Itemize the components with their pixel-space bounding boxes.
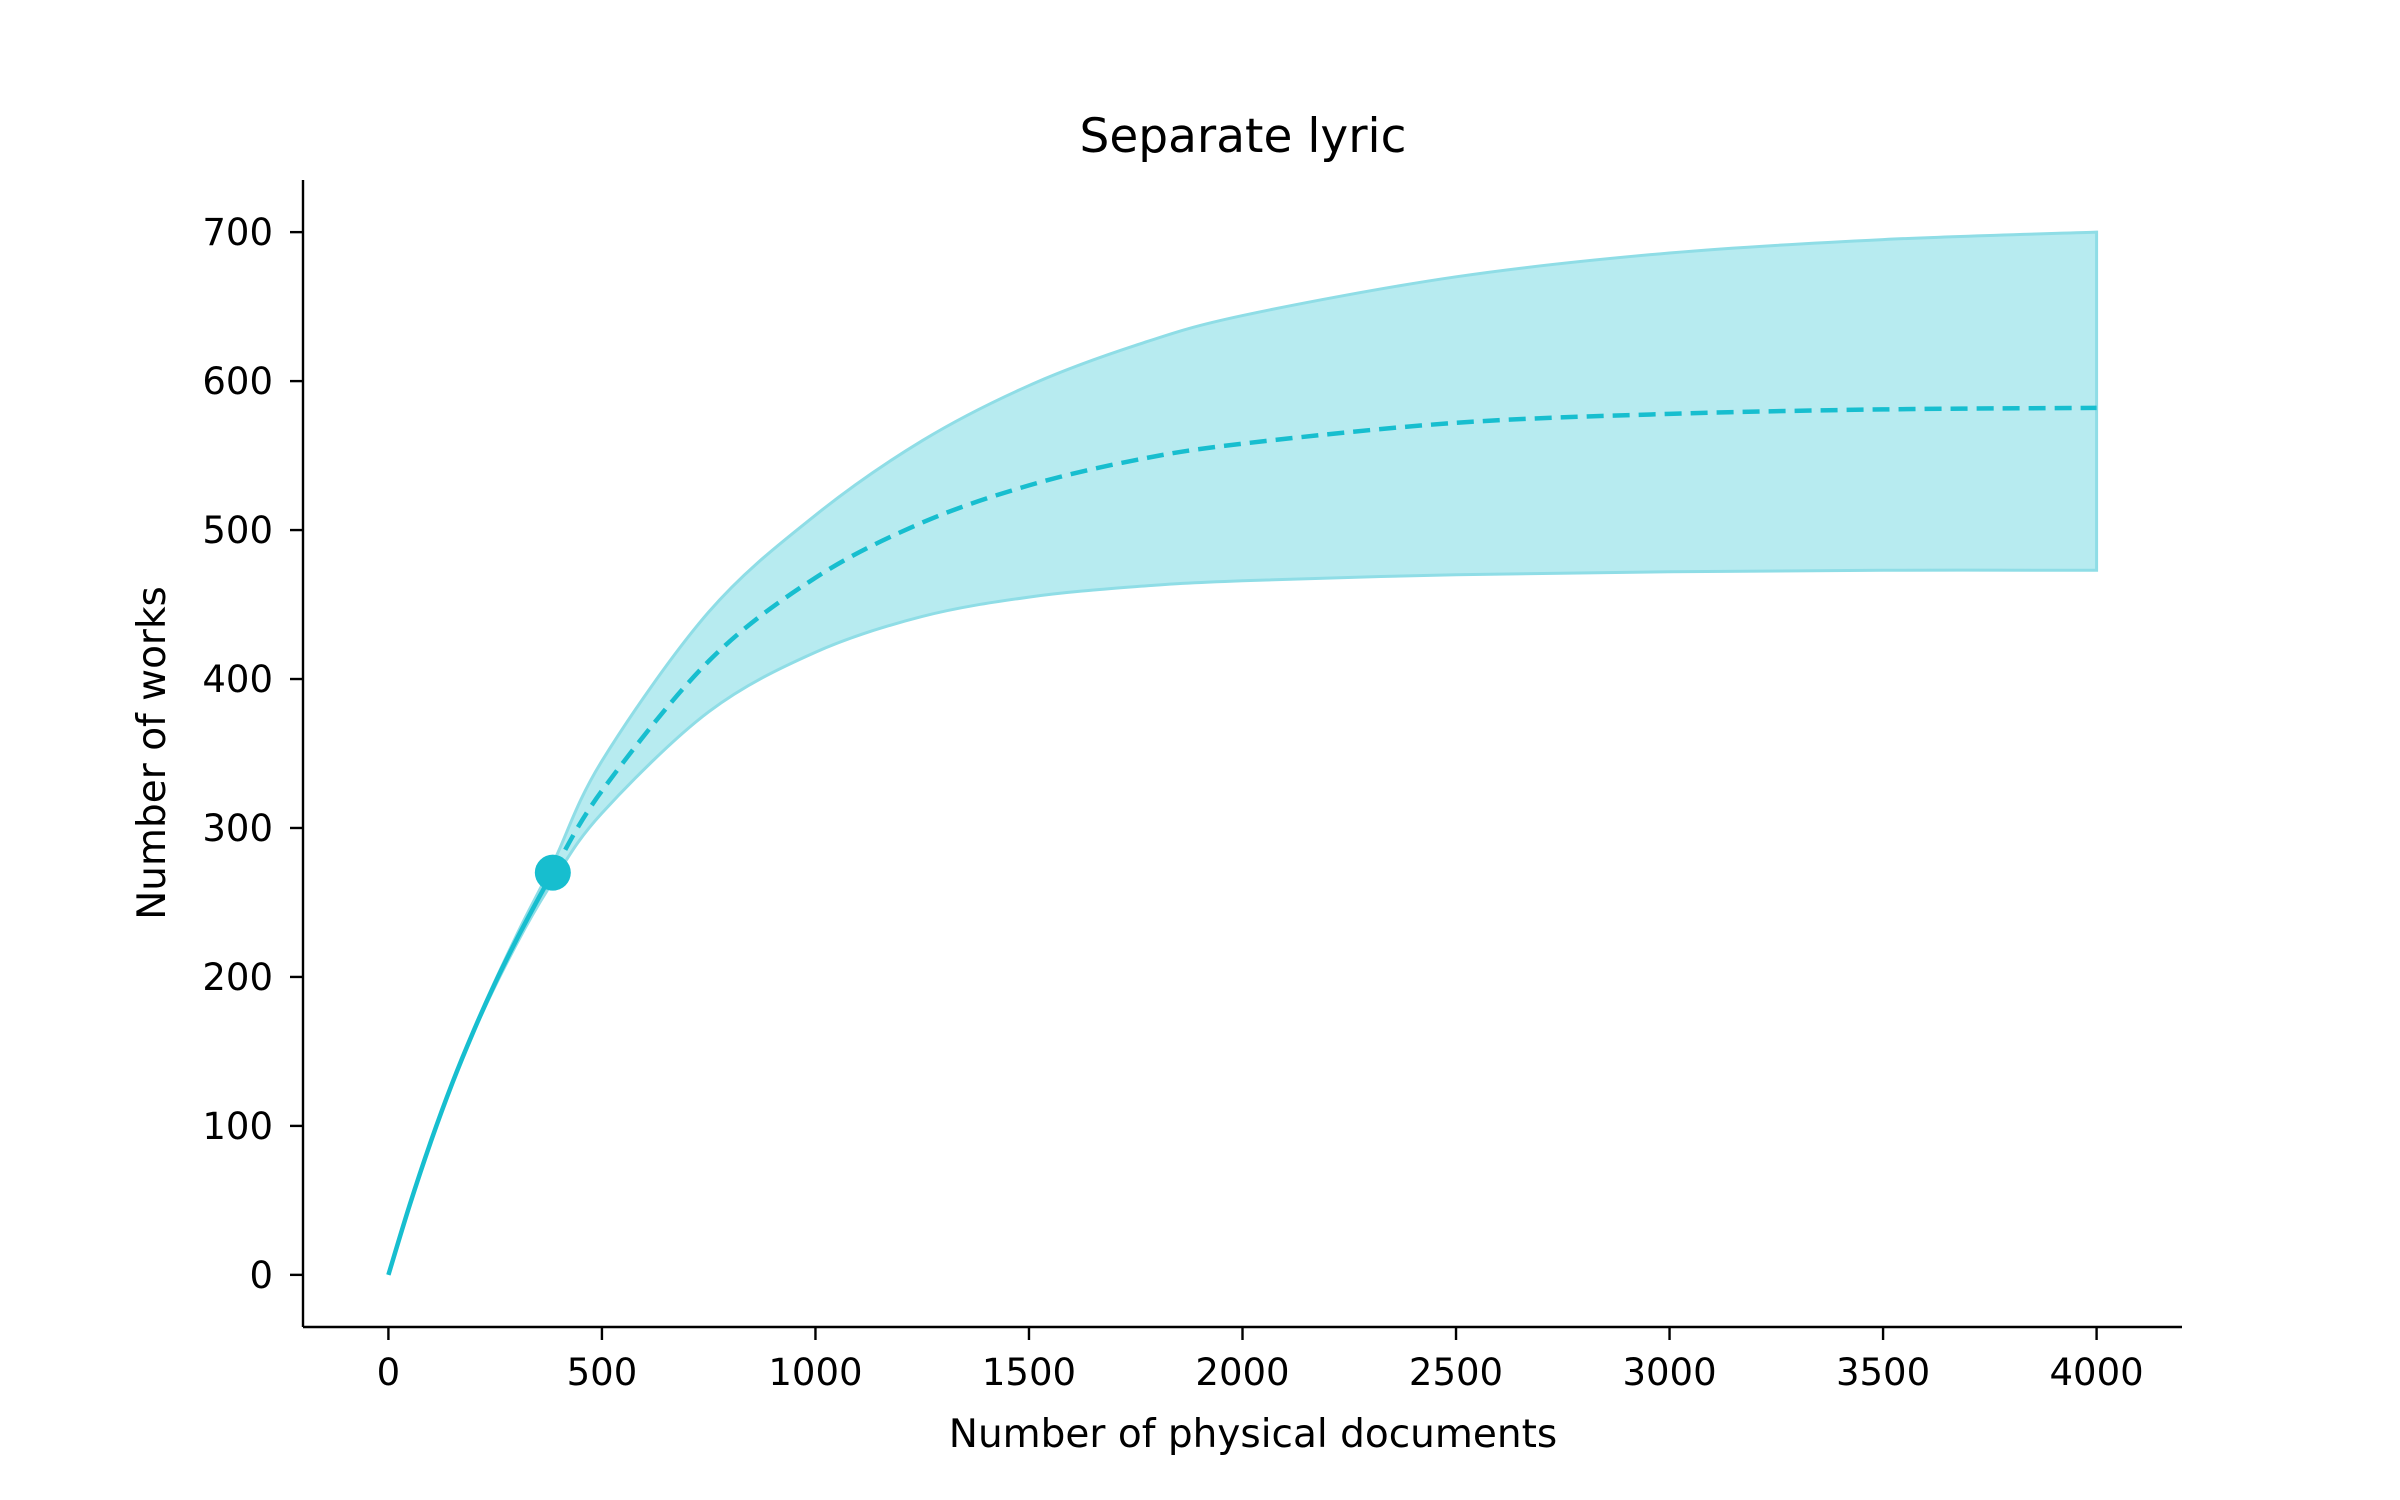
y-tick-label: 500 — [202, 509, 273, 552]
y-axis-title: Number of works — [130, 586, 175, 920]
confidence-band — [386, 230, 2099, 1276]
x-axis-title: Number of physical documents — [949, 1412, 1557, 1457]
y-tick-label: 0 — [249, 1254, 273, 1297]
observed-line — [386, 871, 555, 1276]
x-tick-label: 4000 — [2050, 1351, 2144, 1394]
y-tick-label: 400 — [202, 658, 273, 701]
y-tick-label: 600 — [202, 360, 273, 403]
x-tick-label: 3000 — [1622, 1351, 1716, 1394]
extrapolation-line — [550, 405, 2097, 874]
y-tick-label: 700 — [202, 211, 273, 254]
y-tick-label: 100 — [202, 1105, 273, 1148]
x-tick-label: 2500 — [1409, 1351, 1503, 1394]
x-tick-label: 3500 — [1836, 1351, 1930, 1394]
x-tick-label: 2000 — [1195, 1351, 1289, 1394]
chart-title: Separate lyric — [1080, 109, 1407, 164]
y-tick-label: 300 — [202, 807, 273, 850]
observed-point-marker — [534, 854, 571, 891]
plot-area — [386, 230, 2099, 1276]
x-tick-label: 500 — [567, 1351, 638, 1394]
x-tick-label: 1500 — [982, 1351, 1076, 1394]
y-tick-label: 200 — [202, 956, 273, 999]
tick-labels: 0 500 1000 1500 2000 2500 3000 3500 4000 0 100 200 3… — [202, 211, 2143, 1394]
x-tick-label: 1000 — [768, 1351, 862, 1394]
x-tick-label: 0 — [377, 1351, 401, 1394]
